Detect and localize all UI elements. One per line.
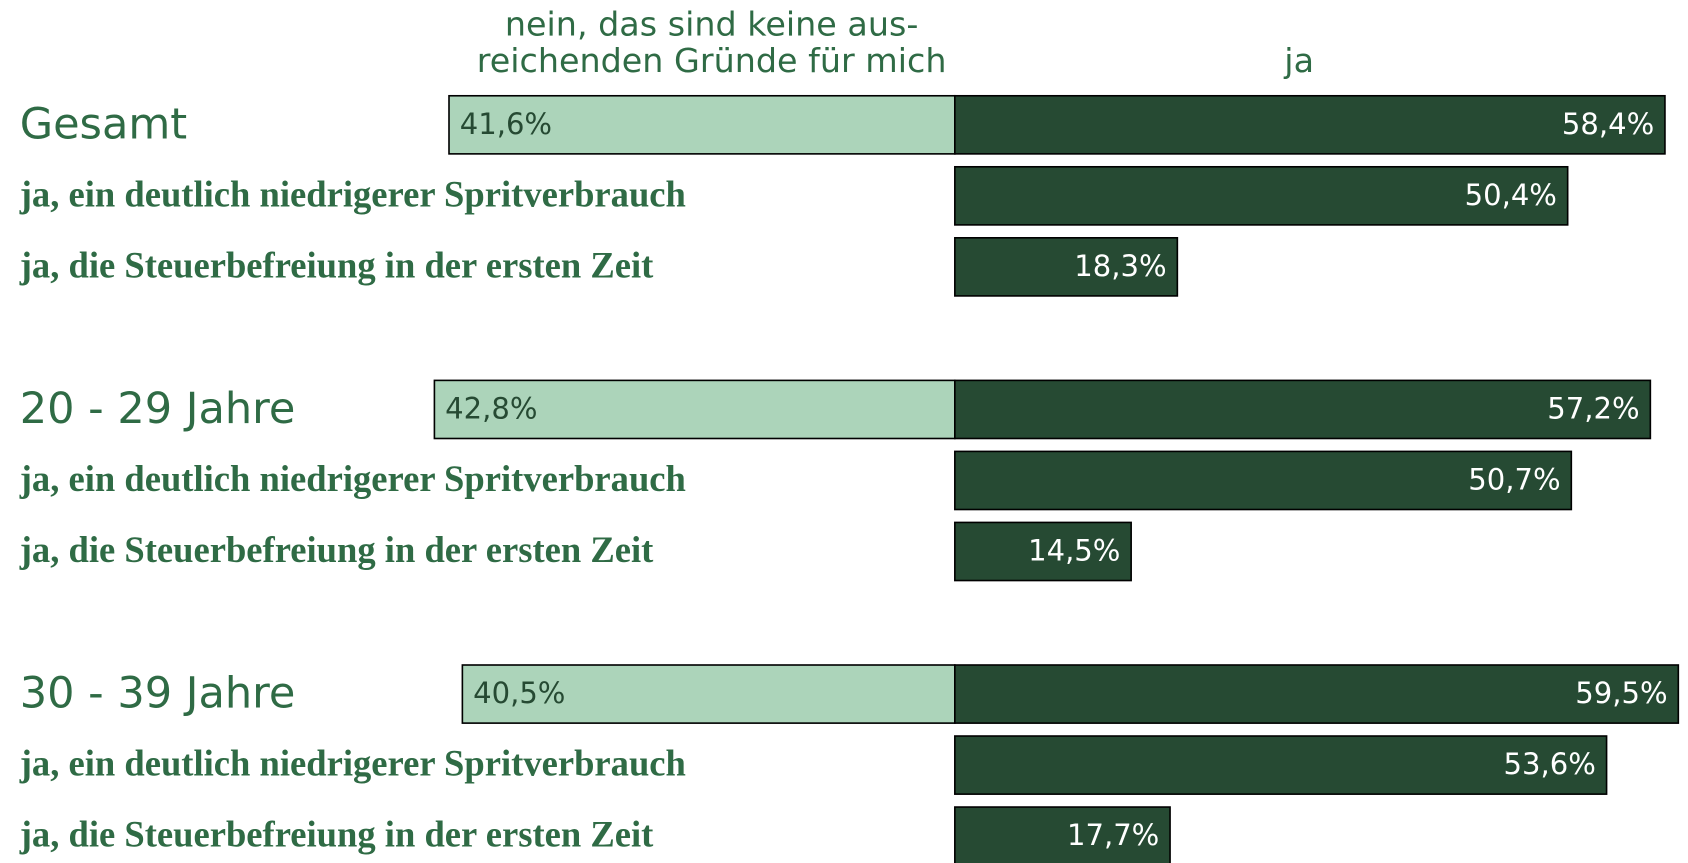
row-label: ja, die Steuerbefreiung in der ersten Ze…: [19, 244, 654, 285]
row-label: ja, die Steuerbefreiung in der ersten Ze…: [19, 814, 654, 855]
value-label: 50,4%: [1465, 178, 1557, 212]
row-label: ja, ein deutlich niedrigerer Spritverbra…: [19, 173, 686, 214]
bar: [954, 450, 1573, 511]
bar: [954, 165, 1569, 226]
group-label: 20 - 29 Jahre: [20, 384, 296, 434]
row-label: ja, ein deutlich niedrigerer Spritverbra…: [19, 743, 686, 784]
value-label: 17,7%: [1067, 818, 1159, 852]
value-label: 57,2%: [1547, 392, 1639, 426]
value-label: 59,5%: [1575, 676, 1667, 710]
value-label: 42,8%: [445, 392, 537, 426]
row-label: ja, ein deutlich niedrigerer Spritverbra…: [19, 458, 686, 499]
bar: [433, 379, 956, 440]
value-label: 14,5%: [1028, 534, 1120, 568]
group-label: 30 - 39 Jahre: [20, 669, 296, 719]
bar: [954, 664, 1680, 724]
bar: [954, 237, 1179, 297]
value-label: 41,6%: [460, 107, 552, 141]
group-label: Gesamt: [20, 99, 187, 149]
bar: [448, 94, 956, 155]
legend-label: ja: [1283, 41, 1314, 80]
legend-label: nein, das sind keine aus-: [505, 4, 918, 43]
legend-label: reichenden Gründe für mich: [477, 41, 947, 80]
bar: [954, 521, 1132, 582]
value-label: 50,7%: [1468, 463, 1560, 497]
bar: [954, 735, 1608, 795]
bar: [954, 379, 1652, 440]
value-label: 40,5%: [473, 676, 565, 710]
bar: [461, 664, 956, 724]
row-label: ja, die Steuerbefreiung in der ersten Ze…: [19, 529, 654, 570]
value-label: 18,3%: [1074, 249, 1166, 283]
value-label: 53,6%: [1504, 747, 1596, 781]
bar: [954, 94, 1666, 155]
bar: [954, 806, 1171, 863]
value-label: 58,4%: [1562, 107, 1654, 141]
